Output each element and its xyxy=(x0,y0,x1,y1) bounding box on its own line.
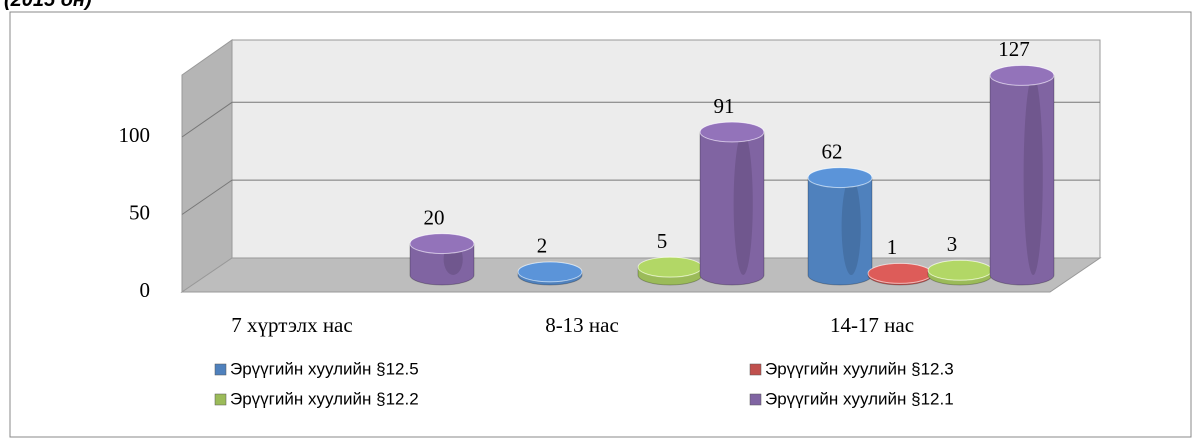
data-label: 5 xyxy=(657,229,668,253)
grid-line xyxy=(181,179,233,215)
y-tick-label: 50 xyxy=(129,200,150,224)
side-wall xyxy=(181,39,233,293)
legend-label: Эрүүгийн хуулийн §12.1 xyxy=(765,389,954,408)
data-label: 2 xyxy=(537,234,548,258)
cylinder xyxy=(807,177,873,286)
cylinder-top xyxy=(699,121,765,143)
cylinder xyxy=(409,243,475,286)
cylinder-top xyxy=(989,64,1055,86)
cylinder-top xyxy=(927,259,993,281)
data-label: 1 xyxy=(887,235,898,259)
data-label: 3 xyxy=(947,232,958,256)
data-label: 20 xyxy=(424,205,445,229)
x-tick-label: 14-17 нас xyxy=(830,313,914,337)
legend-swatch xyxy=(214,393,227,406)
y-tick-label: 0 xyxy=(140,278,151,302)
data-label: 62 xyxy=(822,139,843,163)
cylinder-top xyxy=(409,233,475,255)
cylinder-top xyxy=(517,261,583,283)
y-tick-label: 100 xyxy=(119,123,151,147)
legend-swatch xyxy=(214,363,227,376)
cylinder-top xyxy=(807,167,873,189)
back-wall xyxy=(231,39,1101,259)
x-tick-label: 7 хүртэлх нас xyxy=(231,313,352,337)
legend-label: Эрүүгийн хуулийн §12.3 xyxy=(765,359,954,378)
legend-label: Эрүүгийн хуулийн §12.2 xyxy=(230,389,419,408)
cylinder xyxy=(699,131,765,286)
cylinder-top xyxy=(637,256,703,278)
chart-title: (2015 он) xyxy=(4,0,92,11)
cylinder xyxy=(989,74,1055,286)
legend-swatch xyxy=(749,363,762,376)
cylinder-shade xyxy=(841,177,861,275)
data-label: 91 xyxy=(714,94,735,118)
legend-label: Эрүүгийн хуулийн §12.5 xyxy=(230,359,419,378)
x-tick-label: 8-13 нас xyxy=(545,313,619,337)
cylinder-top xyxy=(867,262,933,284)
cylinder-shade xyxy=(733,132,753,275)
cylinder-shade xyxy=(1023,75,1043,276)
data-label: 127 xyxy=(998,37,1030,61)
legend-swatch xyxy=(749,393,762,406)
grid-line xyxy=(181,101,233,138)
